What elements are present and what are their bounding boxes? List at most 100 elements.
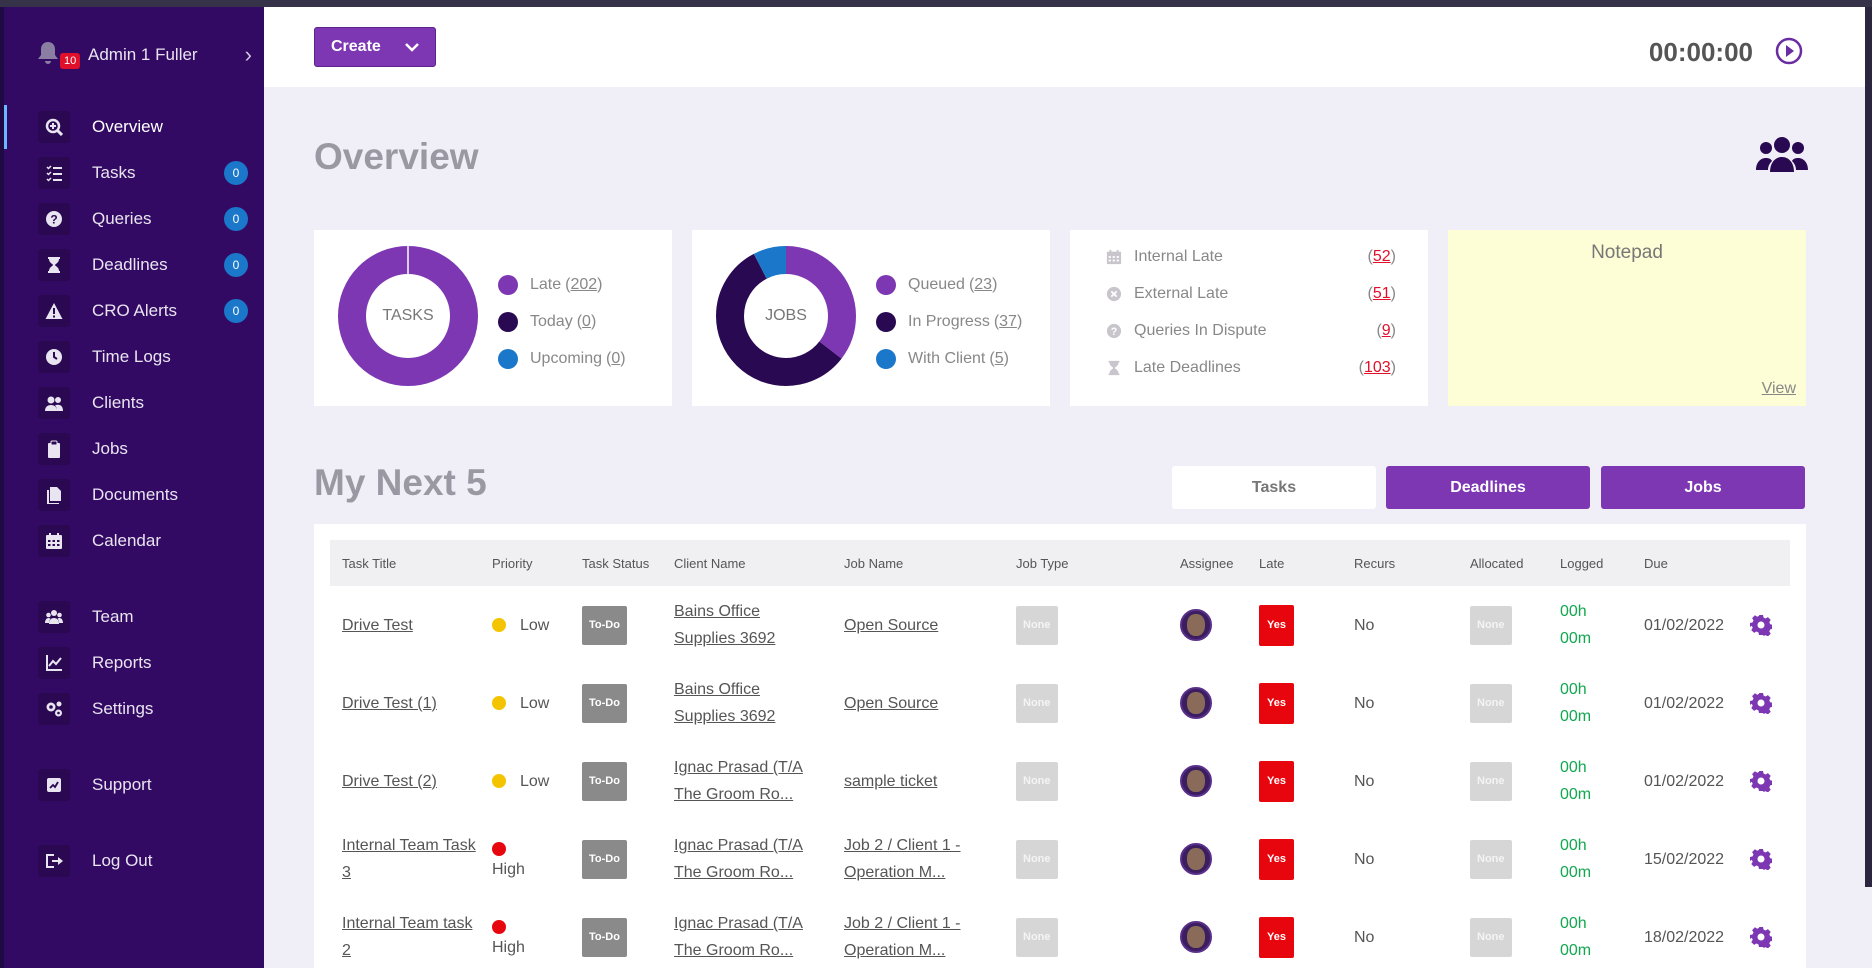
- avatar[interactable]: [1180, 921, 1212, 953]
- sidebar-item-log-out[interactable]: Log Out: [0, 839, 264, 883]
- status-badge: To-Do: [582, 917, 627, 957]
- gear-icon[interactable]: [1750, 770, 1772, 792]
- gear-icon[interactable]: [1750, 614, 1772, 636]
- column-header[interactable]: Task Title: [342, 555, 397, 571]
- client-name-link[interactable]: Bains Office: [674, 681, 760, 698]
- jobs-legend: Queued(23) In Progress(37) With Client(5): [876, 266, 1022, 377]
- job-name-link[interactable]: Open Source: [844, 694, 939, 712]
- avatar[interactable]: [1180, 609, 1212, 641]
- user-menu[interactable]: 10 Admin 1 Fuller ›: [36, 37, 252, 73]
- chevron-right-icon[interactable]: ›: [244, 42, 252, 67]
- sidebar-item-support[interactable]: Support: [0, 763, 264, 807]
- gear-icon[interactable]: [1750, 926, 1772, 948]
- job-name-link[interactable]: Job 2 / Client 1 -: [844, 915, 961, 932]
- legend-item[interactable]: In Progress(37): [876, 303, 1022, 340]
- legend-count[interactable]: 23: [974, 275, 993, 293]
- client-name-link[interactable]: Supplies 3692: [674, 630, 776, 647]
- sidebar-item-deadlines[interactable]: Deadlines 0: [0, 243, 264, 287]
- client-name-link[interactable]: Bains Office: [674, 603, 760, 620]
- sidebar-item-documents[interactable]: Documents: [0, 473, 264, 517]
- job-name-link[interactable]: Operation M...: [844, 864, 946, 881]
- legend-item[interactable]: Queued(23): [876, 266, 1022, 303]
- sidebar-item-jobs[interactable]: Jobs: [0, 427, 264, 471]
- legend-close-paren: ): [1003, 349, 1009, 367]
- column-header[interactable]: Recurs: [1354, 555, 1396, 571]
- column-header[interactable]: Priority: [492, 555, 533, 571]
- avatar-photo: [1187, 614, 1205, 636]
- notepad-view-link[interactable]: View: [1761, 380, 1796, 397]
- legend-item[interactable]: Late(202): [498, 266, 626, 303]
- column-header[interactable]: Assignee: [1180, 555, 1234, 571]
- stat-count-link[interactable]: 9: [1381, 321, 1391, 339]
- sidebar-item-tasks[interactable]: Tasks 0: [0, 151, 264, 195]
- avatar[interactable]: [1180, 765, 1212, 797]
- legend-count[interactable]: 0: [582, 312, 591, 330]
- client-name-link[interactable]: Supplies 3692: [674, 708, 776, 725]
- column-header[interactable]: Job Type: [1016, 555, 1069, 571]
- task-title-link[interactable]: 3: [342, 864, 351, 881]
- column-header[interactable]: Logged: [1560, 555, 1604, 571]
- legend-item[interactable]: Upcoming(0): [498, 340, 626, 377]
- task-title-link[interactable]: Internal Team task: [342, 915, 473, 932]
- legend-count[interactable]: 37: [999, 312, 1017, 330]
- legend-count[interactable]: 202: [570, 275, 598, 293]
- column-header[interactable]: Late: [1259, 555, 1285, 571]
- sidebar-item-time-logs[interactable]: Time Logs: [0, 335, 264, 379]
- tab-tasks[interactable]: Tasks: [1172, 466, 1376, 509]
- play-icon[interactable]: [1775, 37, 1803, 65]
- sidebar-item-settings[interactable]: Settings: [0, 687, 264, 731]
- gear-icon[interactable]: [1750, 692, 1772, 714]
- column-header[interactable]: Job Name: [844, 555, 904, 571]
- notepad[interactable]: Notepad View: [1448, 230, 1806, 406]
- sidebar-item-queries[interactable]: ? Queries 0: [0, 197, 264, 241]
- tab-deadlines[interactable]: Deadlines: [1386, 466, 1590, 509]
- client-name-link[interactable]: The Groom Ro...: [674, 864, 794, 881]
- due-date: 15/02/2022: [1644, 850, 1725, 868]
- gear-icon[interactable]: [1750, 848, 1772, 870]
- task-title-link[interactable]: Drive Test: [342, 616, 413, 634]
- job-name-link[interactable]: sample ticket: [844, 772, 938, 790]
- task-title-link[interactable]: Drive Test (1): [342, 694, 437, 712]
- stat-count-link[interactable]: 52: [1372, 247, 1391, 265]
- column-header[interactable]: Client Name: [674, 555, 746, 571]
- logged-time: 00m: [1560, 942, 1592, 959]
- avatar[interactable]: [1180, 687, 1212, 719]
- client-name-link[interactable]: Ignac Prasad (T/A: [674, 915, 803, 932]
- sidebar-item-label: Queries: [92, 209, 152, 228]
- scrollbar[interactable]: [1865, 7, 1872, 887]
- client-name-link[interactable]: The Groom Ro...: [674, 786, 794, 803]
- client-name-link[interactable]: Ignac Prasad (T/A: [674, 759, 803, 776]
- sidebar-item-clients[interactable]: Clients: [0, 381, 264, 425]
- table-row: Drive Test (1) Low To-Do Bains Office Suppli…: [330, 664, 1790, 742]
- sidebar-item-team[interactable]: Team: [0, 595, 264, 639]
- tab-jobs[interactable]: Jobs: [1601, 466, 1805, 509]
- job-name-link[interactable]: Operation M...: [844, 942, 946, 959]
- create-button-label: Create: [331, 38, 381, 55]
- task-title-link[interactable]: 2: [342, 942, 351, 959]
- client-name-link[interactable]: Ignac Prasad (T/A: [674, 837, 803, 854]
- legend-item[interactable]: With Client(5): [876, 340, 1022, 377]
- job-name-link[interactable]: Open Source: [844, 616, 939, 634]
- sidebar-item-calendar[interactable]: Calendar: [0, 519, 264, 563]
- column-header[interactable]: Allocated: [1470, 555, 1524, 571]
- column-header[interactable]: Due: [1644, 555, 1668, 571]
- sidebar-item-overview[interactable]: Overview: [0, 105, 264, 149]
- stat-label: External Late: [1134, 284, 1229, 302]
- sidebar-item-reports[interactable]: Reports: [0, 641, 264, 685]
- legend-item[interactable]: Today(0): [498, 303, 626, 340]
- stat-count-link[interactable]: 103: [1363, 358, 1391, 376]
- legend-count[interactable]: 5: [994, 349, 1004, 367]
- window-top-strip: [0, 0, 1872, 7]
- create-button[interactable]: Create: [314, 27, 436, 67]
- team-icon[interactable]: [1756, 136, 1808, 174]
- sidebar-item-cro-alerts[interactable]: CRO Alerts 0: [0, 289, 264, 333]
- job-name-link[interactable]: Job 2 / Client 1 -: [844, 837, 961, 854]
- task-title-link[interactable]: Internal Team Task: [342, 837, 476, 854]
- task-title-link[interactable]: Drive Test (2): [342, 772, 437, 790]
- avatar[interactable]: [1180, 843, 1212, 875]
- bell-icon[interactable]: 10: [36, 40, 81, 70]
- stat-count-link[interactable]: 51: [1372, 284, 1391, 302]
- column-header[interactable]: Task Status: [582, 555, 650, 571]
- client-name-link[interactable]: The Groom Ro...: [674, 942, 794, 959]
- legend-count[interactable]: 0: [611, 349, 621, 367]
